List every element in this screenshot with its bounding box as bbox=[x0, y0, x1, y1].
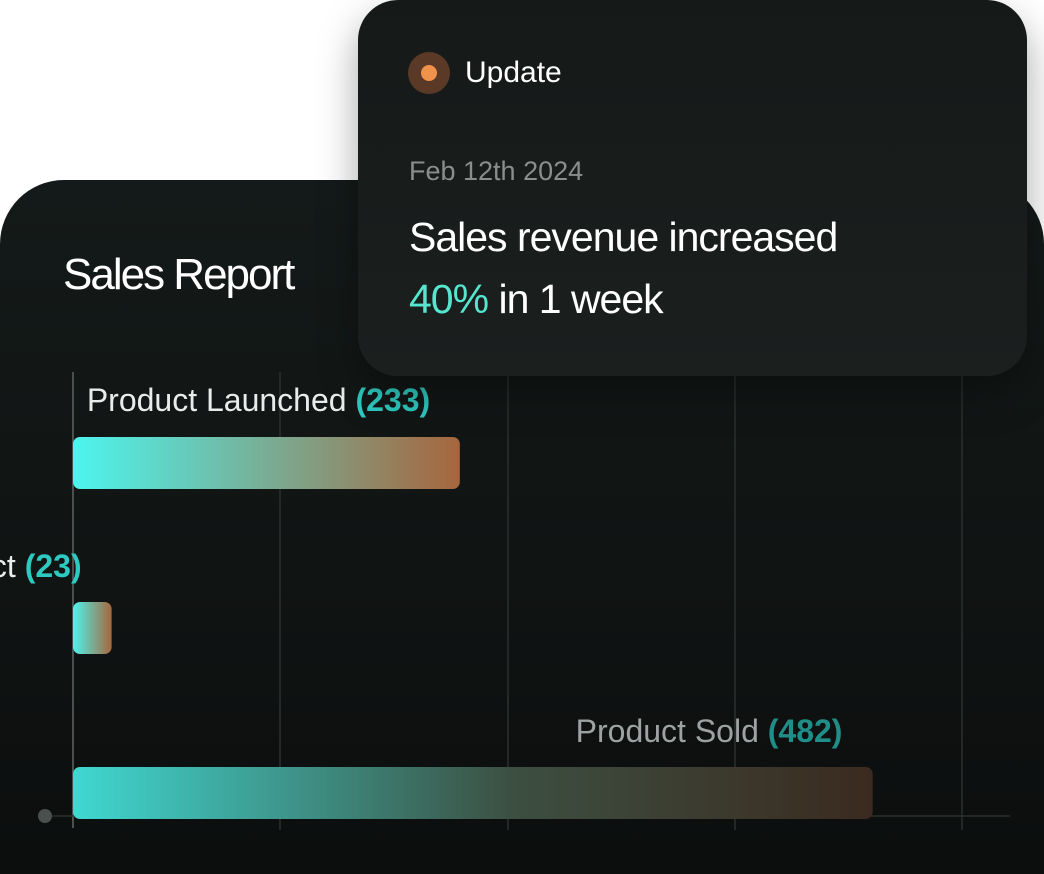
bar-label-name: Ongoing Product bbox=[0, 548, 16, 584]
bar-label: Product Launched (233) bbox=[87, 382, 430, 419]
update-headline: Sales revenue increased 40% in 1 week bbox=[409, 206, 1009, 330]
headline-line1: Sales revenue increased bbox=[409, 214, 838, 260]
headline-accent: 40% bbox=[409, 276, 489, 322]
bar-label-count: (233) bbox=[355, 382, 431, 418]
sales-bar-chart bbox=[38, 372, 1010, 830]
report-title: Sales Report bbox=[63, 250, 295, 299]
bar-label-name: Product Sold bbox=[575, 713, 768, 749]
bar-label-name: Product Launched bbox=[86, 382, 356, 418]
update-tag: Update bbox=[465, 56, 562, 89]
update-card: Update Feb 12th 2024 Sales revenue incre… bbox=[358, 0, 1027, 376]
bar-label-count: (23) bbox=[24, 548, 82, 584]
update-date: Feb 12th 2024 bbox=[409, 156, 584, 186]
status-dot-icon bbox=[408, 52, 450, 94]
bar-label: Product Sold (482) bbox=[576, 713, 843, 750]
bar-ongoing-product bbox=[73, 602, 112, 654]
bar-product-launched bbox=[73, 437, 460, 489]
bar-label-count: (482) bbox=[767, 713, 843, 749]
chart-bars bbox=[73, 437, 873, 819]
axis-origin-dot bbox=[38, 809, 52, 823]
headline-rest: in 1 week bbox=[488, 276, 663, 322]
bar-product-sold bbox=[73, 767, 873, 819]
bar-label: Ongoing Product (23) bbox=[0, 548, 82, 585]
